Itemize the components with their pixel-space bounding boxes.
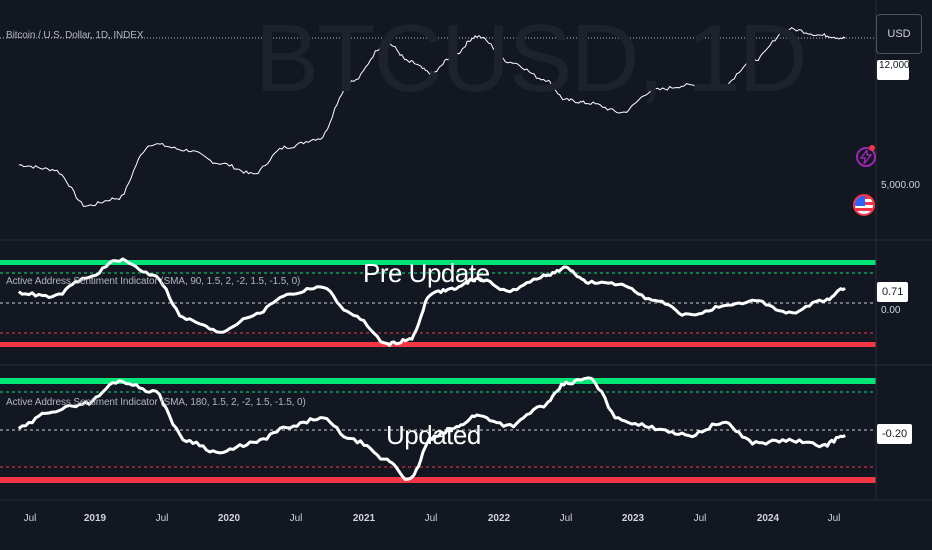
indicator-axis-label: 0.00	[881, 305, 901, 316]
time-axis-label: 2019	[83, 513, 107, 524]
time-axis-label: Jul	[827, 513, 841, 524]
pre-update-label: Pre Update	[363, 258, 490, 288]
indicator-value-badge: -0.20	[877, 424, 913, 444]
flag-canton	[855, 196, 865, 206]
time-axis-label: 2020	[217, 513, 241, 524]
symbol-watermark: BTCUSD, 1D	[255, 5, 808, 112]
indicator-pane-updated[interactable]	[0, 376, 876, 483]
time-axis-label: Jul	[693, 513, 707, 524]
time-axis-label: 2021	[352, 513, 376, 524]
lower-band	[0, 477, 876, 483]
currency-button-label: USD	[887, 28, 911, 40]
time-axis-label: Jul	[155, 513, 169, 524]
time-axis-label: 2022	[487, 513, 511, 524]
indicator-pane-pre-update[interactable]	[0, 257, 876, 347]
indicator-line	[17, 257, 846, 347]
price-line	[18, 26, 846, 207]
alert-dot-icon	[869, 145, 875, 151]
us-flag-icon[interactable]	[853, 194, 875, 216]
time-axis-label: Jul	[559, 513, 573, 524]
indicator-value-badge: 0.71	[877, 282, 909, 302]
lightning-alert-icon[interactable]	[856, 147, 876, 167]
price-tag: 12,000.00	[877, 60, 909, 80]
time-axis-label: Jul	[424, 513, 438, 524]
currency-button[interactable]: USD	[876, 14, 922, 54]
time-axis-label: 2024	[756, 513, 780, 524]
lightning-icon	[860, 150, 872, 164]
time-axis-label: Jul	[289, 513, 303, 524]
updated-label: Updated	[386, 420, 481, 450]
main-series-title[interactable]: Bitcoin / U.S. Dollar, 1D, INDEX	[6, 30, 144, 41]
indicator-line	[17, 376, 846, 481]
upper-band	[0, 260, 876, 265]
time-axis[interactable]: Jul 2019 Jul 2020 Jul 2021 Jul 2022 Jul 2023 Jul 20…	[0, 500, 876, 550]
upper-band	[0, 378, 876, 384]
time-axis-label: 2023	[621, 513, 645, 524]
price-axis-label: 5,000.00	[881, 180, 920, 191]
price-pane[interactable]	[0, 26, 876, 207]
indicator-title-updated[interactable]: Active Address Sentiment Indicator (SMA,…	[6, 397, 306, 408]
lower-band	[0, 342, 876, 347]
time-axis-label: Jul	[23, 513, 37, 524]
indicator-title-pre-update[interactable]: Active Address Sentiment Indicator (SMA,…	[6, 276, 301, 287]
